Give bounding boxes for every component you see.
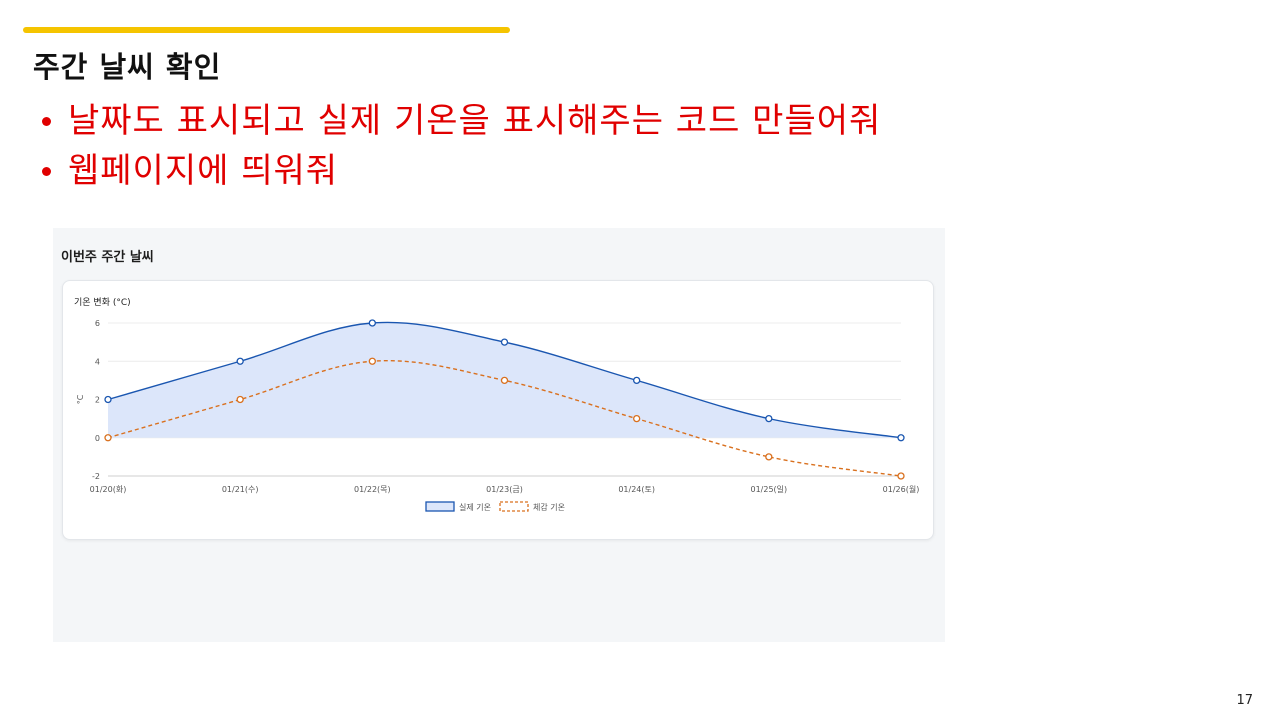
data-point [765,414,773,423]
x-tick-label: 01/23(금) [486,485,523,494]
bullet-list: 날짜도 표시되고 실제 기온을 표시해주는 코드 만들어줘 웹페이지에 띄워줘 [42,96,881,196]
bullet-text: 웹페이지에 띄워줘 [68,151,339,191]
bullet-dot-icon [42,117,51,126]
title-accent-bar [23,27,510,33]
data-point [104,395,112,404]
y-tick-label: 6 [95,319,100,328]
data-point [236,357,244,365]
x-tick-label: 01/24(토) [618,485,655,494]
x-tick-label: 01/20(화) [90,485,127,494]
slide-title: 주간 날씨 확인 [33,50,222,84]
legend-swatch [499,501,529,512]
x-tick-label: 01/25(일) [750,485,787,494]
bullet-item: 웹페이지에 띄워줘 [42,146,881,196]
data-point [368,319,376,327]
bullet-dot-icon [42,167,51,176]
temperature-line-chart: -2 0 2 4 6 °C 01/20(화) 01/21(수) 01/22(목) 01/23(금)… [76,319,920,512]
weather-page-screenshot: 이번주 주간 날씨 기온 변화 (°C) -2 0 2 4 6 °C 01/20(화) 01/… [53,228,945,642]
y-tick-label: 4 [95,357,100,366]
data-point [236,395,244,404]
legend-label: 실제 기온 [459,502,491,512]
weather-page-title: 이번주 주간 날씨 [61,250,154,265]
y-tick-label: 0 [95,434,100,443]
x-tick-label: 01/21(수) [222,485,259,494]
bullet-item: 날짜도 표시되고 실제 기온을 표시해주는 코드 만들어줘 [42,96,881,146]
legend-swatch [425,501,455,512]
data-point [765,453,773,461]
data-point [104,434,112,442]
bullet-text: 날짜도 표시되고 실제 기온을 표시해주는 코드 만들어줘 [68,101,882,141]
y-axis-label: °C [76,394,85,404]
y-tick-label: -2 [92,472,100,481]
x-tick-label: 01/26(월) [883,484,920,494]
data-point [897,434,905,442]
data-point [368,357,376,365]
legend-label: 체감 기온 [533,502,565,512]
data-point [897,472,905,480]
chart-title: 기온 변화 (°C) [74,298,131,308]
page-number: 17 [1236,693,1253,708]
x-tick-label: 01/22(목) [354,485,391,494]
y-tick-label: 2 [95,396,100,405]
data-point [633,414,641,423]
data-point [633,376,641,385]
temperature-chart-card: 기온 변화 (°C) -2 0 2 4 6 °C 01/20(화) 01/21(수) 01/22… [62,280,934,540]
data-point [500,376,509,385]
data-point [500,338,509,346]
